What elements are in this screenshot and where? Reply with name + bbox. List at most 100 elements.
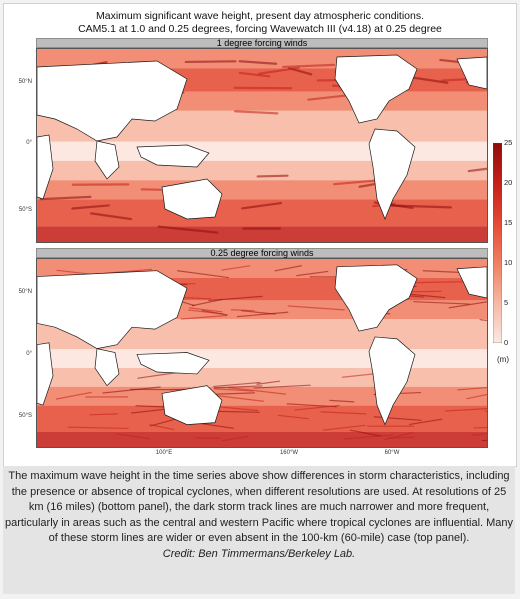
storm-track — [287, 305, 345, 311]
lon-label: 60°W — [384, 450, 400, 456]
land-mass — [37, 342, 54, 406]
storm-track — [466, 393, 487, 400]
storm-track — [414, 281, 470, 284]
wave-height-figure: Maximum significant wave height, present… — [3, 3, 517, 467]
land-mass — [368, 128, 416, 220]
panel-label: 0.25 degree forcing winds — [36, 248, 488, 258]
land-mass — [37, 270, 188, 349]
caption-credit: Credit: Ben Timmermans/Berkeley Lab. — [162, 547, 356, 560]
storm-track — [221, 435, 249, 442]
lon-label: 160°W — [279, 450, 299, 456]
storm-track — [230, 309, 255, 312]
panel-1-degree: 1 degree forcing winds — [36, 38, 488, 243]
storm-track — [89, 413, 119, 416]
lat-label: 50°N — [18, 289, 32, 295]
storm-track — [405, 290, 442, 293]
storm-track — [481, 439, 487, 442]
storm-track — [188, 309, 225, 315]
wave-band — [37, 199, 487, 227]
land-mass — [368, 336, 416, 426]
storm-track — [236, 311, 289, 318]
storm-track — [56, 269, 94, 276]
storm-track — [238, 60, 278, 65]
wave-map-svg — [37, 259, 487, 447]
lat-label: 50°N — [18, 79, 32, 85]
panel-label: 1 degree forcing winds — [36, 38, 488, 48]
storm-track — [55, 391, 92, 400]
storm-track — [115, 433, 151, 440]
storm-track — [407, 293, 446, 299]
storm-track — [241, 310, 276, 315]
storm-track — [188, 307, 223, 313]
land-mass — [136, 352, 210, 375]
storm-track — [384, 432, 413, 441]
colorbar — [493, 143, 502, 343]
storm-track — [71, 204, 110, 210]
land-mass — [37, 134, 54, 200]
storm-track — [137, 371, 181, 379]
land-mass — [161, 385, 223, 425]
storm-track — [221, 265, 251, 271]
storm-track — [102, 386, 161, 394]
land-mass — [136, 144, 210, 168]
storm-track — [149, 424, 175, 431]
storm-track — [157, 225, 219, 234]
storm-track — [241, 201, 283, 210]
lat-label: 0° — [26, 140, 32, 146]
lat-label: 0° — [26, 351, 32, 357]
lat-label: 50°S — [18, 207, 32, 213]
storm-track — [39, 195, 92, 201]
storm-track — [177, 270, 230, 279]
colorbar-tick: 5 — [504, 298, 509, 307]
storm-track — [274, 265, 303, 272]
storm-track — [213, 381, 261, 388]
storm-track — [256, 380, 281, 385]
land-mass — [94, 140, 120, 180]
storm-track — [258, 66, 300, 75]
colorbar-tick: 20 — [504, 178, 513, 187]
panel-quarter-degree: 0.25 degree forcing winds — [36, 248, 488, 448]
figure-caption: The maximum wave height in the time seri… — [3, 466, 515, 594]
storm-track — [473, 426, 487, 429]
storm-track — [228, 387, 287, 395]
storm-track — [471, 433, 487, 436]
storm-track — [194, 437, 220, 440]
land-mass — [334, 54, 418, 124]
storm-track — [238, 71, 271, 78]
storm-track — [467, 167, 487, 173]
storm-track — [409, 76, 449, 84]
storm-track — [343, 434, 394, 440]
storm-track — [444, 408, 487, 412]
storm-track — [256, 174, 289, 178]
storm-track — [210, 392, 256, 395]
land-mass — [456, 56, 487, 90]
lat-label: 50°S — [18, 413, 32, 419]
wave-band — [37, 431, 487, 447]
storm-track — [282, 63, 336, 69]
storm-track — [408, 418, 443, 426]
land-mass — [37, 60, 188, 142]
storm-track — [448, 301, 487, 309]
wave-band — [37, 226, 487, 242]
storm-track — [208, 295, 263, 302]
storm-track — [213, 388, 254, 392]
colorbar-tick: 15 — [504, 218, 513, 227]
storm-track — [296, 270, 329, 277]
wave-map-bottom — [36, 258, 488, 448]
wave-band — [37, 180, 487, 200]
storm-track — [90, 212, 133, 221]
storm-track — [320, 411, 367, 415]
wave-band — [37, 386, 487, 406]
wave-map-svg — [37, 49, 487, 242]
land-mass — [334, 264, 418, 332]
storm-track — [277, 414, 309, 420]
storm-track — [208, 394, 265, 402]
colorbar-tick: 0 — [504, 338, 509, 347]
land-mass — [161, 178, 223, 220]
storm-track — [149, 418, 177, 427]
lon-label: 100°E — [155, 450, 173, 456]
storm-track — [349, 429, 382, 437]
storm-track — [67, 426, 129, 430]
wave-map-top — [36, 48, 488, 243]
figure-title: Maximum significant wave height, present… — [96, 10, 424, 22]
